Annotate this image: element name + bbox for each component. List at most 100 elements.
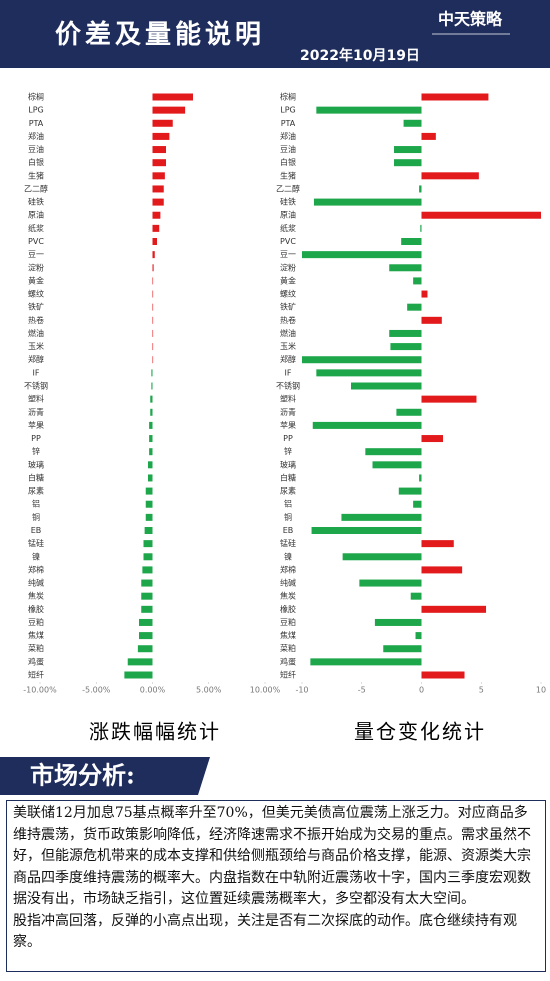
bar — [152, 251, 155, 259]
category-label: PTA — [29, 119, 44, 128]
bar — [145, 487, 153, 495]
analysis-text: 美联储12月加息75基点概率升至70%，但美元美债高位震荡上涨乏力。对应商品多维… — [6, 800, 546, 972]
bar — [148, 474, 153, 482]
bar — [139, 632, 153, 640]
category-label: 螺纹 — [28, 289, 44, 299]
bar — [421, 290, 428, 298]
category-label: 硅铁 — [280, 197, 296, 207]
bar — [421, 316, 442, 324]
category-label: 不锈钢 — [24, 381, 48, 391]
analysis-heading: 市场分析: — [30, 761, 135, 790]
category-label: 豆油 — [28, 144, 44, 154]
chart-title: 涨跌幅幅统计 — [89, 720, 221, 744]
category-label: 螺纹 — [280, 289, 296, 299]
category-label: 豆一 — [28, 250, 44, 259]
x-tick-label: -5 — [358, 686, 366, 695]
category-label: 生猪 — [280, 170, 296, 180]
category-label: IF — [33, 368, 40, 377]
bar — [150, 408, 153, 416]
bar — [152, 303, 154, 311]
category-label: 郑油 — [28, 131, 44, 141]
x-tick-label: 10 — [536, 686, 546, 695]
bar — [152, 329, 154, 337]
bar — [152, 316, 154, 324]
bar — [374, 618, 422, 626]
bar — [403, 119, 422, 127]
bar — [421, 605, 487, 613]
bar — [151, 382, 153, 390]
bar — [152, 238, 157, 245]
category-label: 豆油 — [280, 144, 296, 154]
bar — [394, 159, 422, 167]
bar — [127, 658, 153, 666]
category-label: 鸡蛋 — [280, 656, 296, 666]
bar — [152, 93, 193, 101]
analysis-banner — [0, 757, 210, 795]
category-label: 郑棉 — [280, 564, 296, 574]
category-label: PP — [31, 434, 41, 443]
category-label: 硅铁 — [28, 197, 44, 207]
bar — [152, 185, 164, 193]
bar — [148, 461, 153, 469]
chart-title: 量仓变化统计 — [354, 720, 486, 744]
category-label: 郑油 — [280, 131, 296, 141]
x-tick-label: 10.00% — [250, 686, 281, 695]
category-label: 铝 — [284, 499, 292, 509]
category-label: 塑料 — [28, 394, 44, 404]
category-label: 棕榈 — [280, 92, 296, 102]
bar — [341, 513, 422, 521]
bar — [139, 618, 153, 626]
category-label: PP — [283, 434, 293, 443]
category-label: LPG — [280, 106, 295, 115]
bar — [142, 566, 153, 574]
bar — [141, 605, 153, 613]
category-label: PTA — [281, 119, 296, 128]
category-label: 菜粕 — [280, 643, 296, 653]
category-label: 玉米 — [28, 341, 44, 351]
bar — [419, 185, 422, 193]
category-label: 铁矿 — [280, 302, 296, 312]
category-label: 黄金 — [280, 275, 296, 285]
category-label: EB — [31, 526, 42, 535]
x-tick-label: 0.00% — [140, 686, 166, 695]
category-label: 焦炭 — [28, 591, 44, 601]
category-label: 郑棉 — [28, 564, 44, 574]
bar — [143, 540, 153, 548]
category-label: 锌 — [32, 446, 40, 456]
bar — [149, 435, 153, 443]
bar — [145, 513, 153, 521]
bar — [421, 93, 489, 101]
bar — [413, 500, 422, 508]
category-label: 锌 — [284, 446, 292, 456]
bar — [420, 224, 422, 232]
category-label: 白糖 — [280, 472, 296, 482]
x-tick-label: -10.00% — [23, 686, 57, 695]
category-label: 玻璃 — [280, 459, 296, 469]
bar — [149, 421, 153, 429]
bar — [313, 198, 422, 206]
bar — [152, 172, 165, 180]
logo: 中天策略 — [438, 10, 503, 29]
bar — [421, 211, 541, 219]
category-label: PVC — [28, 237, 44, 246]
category-label: 菜粕 — [28, 643, 44, 653]
category-label: 玉米 — [280, 341, 296, 351]
category-label: 生猪 — [28, 170, 44, 180]
category-label: 镍 — [32, 551, 40, 561]
category-label: 铜 — [284, 512, 292, 522]
x-tick-label: 0 — [419, 686, 424, 695]
category-label: 纯碱 — [28, 578, 44, 588]
bar — [316, 369, 422, 377]
bar — [152, 146, 166, 154]
category-label: 淀粉 — [28, 262, 44, 272]
bar — [372, 461, 422, 469]
category-label: 尿素 — [280, 486, 296, 496]
header-date: 2022年10月19日 — [300, 47, 420, 64]
bar — [421, 540, 454, 548]
category-label: 铝 — [32, 499, 40, 509]
x-tick-label: 5 — [479, 686, 484, 695]
bar — [394, 146, 422, 154]
category-label: 焦煤 — [280, 630, 296, 640]
header-title: 价差及量能说明 — [55, 19, 265, 50]
category-label: 尿素 — [28, 486, 44, 496]
